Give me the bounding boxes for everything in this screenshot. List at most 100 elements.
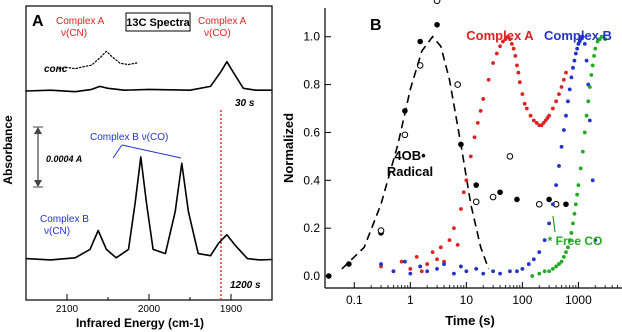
complex-b-point [587,118,592,123]
complex-b-point [590,178,595,183]
complex-b-point [498,271,502,276]
complex-b-point [531,257,536,262]
complex-a-point [472,135,477,140]
free-co-point [530,274,535,278]
panel-b-label: B [370,17,382,34]
complex-a-point [491,61,495,65]
complex-b-point [435,266,439,271]
spectra-title-box [125,12,191,32]
complex-b-point [474,266,479,271]
free-co-point [557,262,561,266]
radical-open-point [472,198,480,206]
complex-a-point [399,259,404,264]
free-co-point [576,183,581,187]
complex-b-point [567,87,572,92]
free-co-point [584,113,589,118]
complex-a-cn-label: Complex A [56,16,105,27]
complex-b-point [515,269,519,274]
time-30s-label: 30 s [235,98,255,109]
complex-a-point [478,109,483,113]
free-co-point [603,37,608,42]
complex-a-point [501,39,505,44]
complex-b-point [425,269,430,274]
complex-b-point [391,269,396,274]
complex-a-point [516,70,521,75]
complex-a-point [528,113,533,118]
complex-b-point [491,269,495,274]
complex-b-point [584,58,589,63]
complex-a-point [455,243,460,247]
free-co-point [593,46,598,51]
complex-a-point [515,63,519,68]
free-co-point [578,166,583,171]
complex-b-point [481,271,486,276]
complex-a-point [475,120,480,125]
free-co-point [580,149,585,154]
panel-b-y-tick-label: 0.2 [303,221,320,235]
complex-a-point [435,257,439,262]
time-1200s-label: 1200 s [230,280,261,291]
free-co-point [542,269,547,274]
complex-b-point [547,221,552,226]
complex-a-point [468,154,473,159]
radical-open-point [401,131,409,139]
radical-label-line1: 4OB• [394,148,426,163]
free-co-point [550,266,555,271]
complex-a-point [486,77,491,82]
panel-a-x-tick-label: 2100 [56,304,79,315]
panel-b-x-tick-label: 100 [512,293,532,307]
panel-b-x-tick-label: 1 [407,293,414,307]
complex-a-point [564,70,568,75]
complex-b-point [575,46,580,51]
panel-b-x-axis-label: Time (s) [445,313,495,328]
complex-a-point [508,37,512,42]
panel-a-y-axis-label: Absorbance [1,115,15,185]
complex-a-point [550,106,555,111]
panel-a: A 13C Spectra Complex A ν(CN) Complex A … [1,5,273,330]
complex-b-point [537,250,542,255]
complex-a-point [447,238,452,243]
complex-a-point [503,37,508,42]
complex-a-point [461,190,466,195]
radical-filled-point [417,38,423,45]
panel-b-y-axis-label: Normalized [281,113,296,183]
complex-b-point [408,271,413,276]
complex-a-point [531,118,536,123]
radical-filled-point [434,21,440,28]
panel-b-y-tick-label: 0.4 [303,173,320,187]
complex-b-point [580,34,585,39]
complex-b-point [571,65,575,70]
free-co-point [590,63,595,68]
complex-b-point [442,262,446,266]
radical-filled-point [325,273,332,279]
panel-b-y-tick-label: 1.0 [303,30,320,44]
complex-b-point [508,269,512,274]
complex-b-point [379,262,383,266]
complex-a-point [547,113,552,118]
complex-b-point [452,271,456,276]
free-co-point [554,264,559,269]
free-co-point [572,211,577,216]
panel-b: B 0.0 0.2 0.4 0.6 0.8 1.0 0.1 1 10 100 1000 4OB• R… [281,0,622,328]
radical-open-point [535,200,543,208]
panel-a-label: A [32,13,44,30]
radical-filled-point [563,201,569,208]
radical-filled-point [346,261,352,267]
complex-a-co-mode: ν(CO) [204,28,231,39]
free-co-point [561,254,566,259]
panel-a-x-axis-label: Infrared Energy (cm-1) [76,316,204,330]
free-co-point [564,250,568,255]
spectrum-trace-1200-s [25,156,273,261]
complex-b-point [557,164,561,168]
scale-bar-bottom-arrow [34,180,42,187]
complex-a-point [414,254,419,259]
complex-a-point [494,51,499,56]
free-co-point [547,269,552,274]
radical-open-point [454,81,461,88]
complex-b-cn-mode: ν(CN) [44,226,70,237]
radical-filled-point [497,189,503,196]
radical-label-line2: Radical [387,164,433,179]
complex-b-point [464,269,469,274]
radical-open-point [377,227,385,234]
complex-b-point [559,144,564,149]
